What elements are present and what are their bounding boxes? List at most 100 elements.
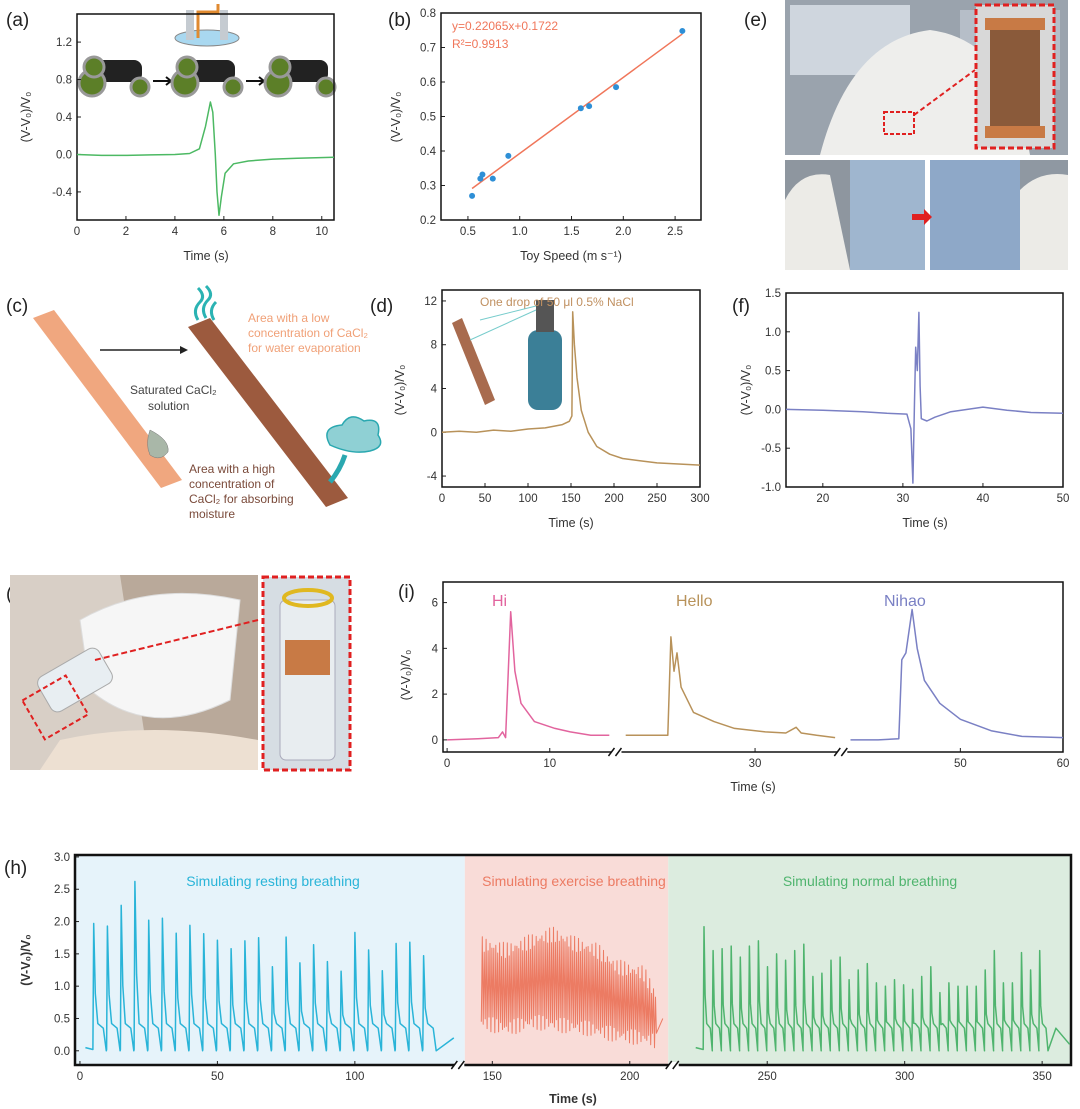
h-series-normal (695, 925, 1071, 1052)
f-ytick-label: 1.0 (765, 327, 781, 339)
i-ytick-label: 4 (432, 643, 439, 655)
axis-break-icon (450, 1060, 465, 1070)
f-ytick-label: 0.5 (765, 366, 781, 378)
wheel-icon (129, 76, 151, 98)
i-label-hello: Hello (676, 593, 713, 610)
h-ytick-label: 1.0 (54, 981, 70, 993)
i-ytick-label: 2 (432, 689, 438, 701)
panel-label-i: (i) (398, 582, 415, 603)
a-axes: 0 2 4 6 8 10 -0.4 0.0 0.4 0.8 1.2 (52, 13, 335, 238)
b-data-point (577, 105, 584, 112)
f-series-line (785, 311, 1064, 484)
i-frame (442, 581, 1064, 753)
sensor-pad (174, 29, 240, 47)
sensor-post (220, 10, 228, 40)
arrow-right-icon (246, 76, 267, 86)
f-ytick-label: 0.0 (765, 404, 781, 416)
d-ytick-label: -4 (427, 471, 438, 483)
a-xtick-label: 2 (123, 226, 129, 238)
h-series-exercise (480, 926, 664, 1049)
b-xtick-label: 2.0 (615, 226, 631, 238)
h-xtick-label: 150 (483, 1071, 502, 1083)
h-xtick-label: 350 (1033, 1071, 1052, 1083)
d-ytick-label: 12 (424, 296, 437, 308)
d-ytick-label: 8 (431, 340, 437, 352)
a-ytick-label: 1.2 (56, 37, 72, 49)
d-ytick-label: 4 (431, 384, 438, 396)
i-ytick-label: 6 (432, 598, 438, 610)
panel-label-b: (b) (388, 10, 411, 31)
i-ylabel: (V-V₀)/V₀ (399, 650, 413, 701)
d-xlabel: Time (s) (548, 516, 593, 530)
wheel-icon (175, 55, 199, 79)
b-data-point (586, 103, 593, 110)
h-region-label-normal: Simulating normal breathing (783, 873, 957, 889)
annotation-high-line1: Area with a high (189, 462, 275, 476)
b-data-point (613, 84, 620, 91)
h-ytick-label: 2.5 (54, 884, 70, 896)
a-xtick-label: 4 (172, 226, 179, 238)
i-xlabel: Time (s) (730, 780, 775, 794)
i-xtick-label: 50 (954, 758, 967, 770)
i-xtick-label: 0 (444, 758, 450, 770)
panel-label-a: (a) (6, 10, 29, 31)
f-frame (785, 292, 1064, 488)
annotation-low-line3: for water evaporation (248, 341, 361, 355)
d-ytick-label: 0 (431, 427, 437, 439)
b-ytick-label: 0.8 (420, 8, 436, 20)
panel-label-d: (d) (370, 296, 393, 317)
a-ytick-label: -0.4 (52, 187, 72, 199)
i-ytick-label: 0 (432, 735, 438, 747)
photo-back-sensor (785, 0, 1068, 155)
panel-label-h: (h) (4, 858, 27, 879)
wheel-icon (222, 76, 244, 98)
b-ytick-label: 0.3 (420, 181, 436, 193)
plots: 0 2 4 6 8 10-0.40.00.40.81.20.5 1.0 1.5 2.0 2.50.… (52, 8, 1073, 1083)
d-xtick-label: 150 (561, 493, 580, 505)
h-region-bg (668, 855, 1071, 1065)
h-ytick-label: 1.5 (54, 949, 70, 961)
fit-equation: y=0.22065x+0.1722 (452, 19, 558, 33)
f-xlabel: Time (s) (902, 516, 947, 530)
f-ytick-label: 1.5 (765, 288, 781, 300)
a-series-line (76, 101, 335, 217)
b-xtick-label: 1.0 (512, 226, 528, 238)
b-data-point (505, 152, 512, 159)
i-xtick-label: 30 (749, 758, 762, 770)
b-axes: 0.5 1.0 1.5 2.0 2.5 0.2 0.3 0.4 0.5 0.6 0.7 0.8 (420, 8, 702, 238)
panel-label-c: (c) (6, 296, 28, 317)
f-xtick-label: 30 (896, 493, 909, 505)
wheel-icon (315, 76, 337, 98)
a-xtick-label: 10 (315, 226, 328, 238)
a-xtick-label: 8 (270, 226, 276, 238)
b-ytick-label: 0.5 (420, 112, 436, 124)
h-ytick-label: 0.0 (54, 1046, 70, 1058)
h-xtick-label: 50 (211, 1071, 224, 1083)
d-xtick-label: 100 (518, 493, 537, 505)
h-xtick-label: 0 (77, 1071, 83, 1083)
axis-break-icon (665, 1060, 680, 1070)
a-xlabel: Time (s) (183, 249, 228, 263)
i-xtick-label: 60 (1057, 758, 1070, 770)
h-series-resting (85, 880, 455, 1052)
axis-break-gap (611, 749, 622, 755)
i-series-hello (625, 636, 836, 739)
h-region-label-resting: Simulating resting breathing (186, 873, 360, 889)
b-xtick-label: 2.5 (667, 226, 683, 238)
d-series-line (441, 311, 701, 466)
b-xlabel: Toy Speed (m s⁻¹) (520, 249, 622, 263)
panel-label-f: (f) (732, 296, 750, 317)
annotation-high-line3: CaCl₂ for absorbing (189, 492, 294, 506)
panel-label-e: (e) (744, 10, 767, 31)
photo-mask-sensor (10, 575, 352, 772)
h-ytick-label: 3.0 (54, 852, 70, 864)
sensor-wire (196, 4, 220, 38)
f-ylabel: (V-V₀)/V₀ (739, 365, 753, 416)
d-xtick-label: 250 (647, 493, 666, 505)
annotation-high-line4: moisture (189, 507, 235, 521)
h-axes: 0 50 100 150 200 250 300 350 0.0 0.5 1.0 1.5 2.0 2.5 3… (54, 852, 1073, 1083)
axis-break-icon (833, 747, 848, 757)
axis-break-icon (607, 747, 623, 757)
spray-illustration (452, 300, 562, 410)
